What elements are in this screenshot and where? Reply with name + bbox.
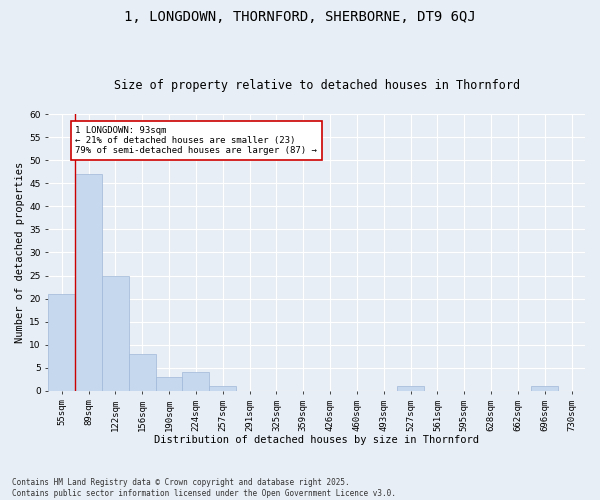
Bar xyxy=(532,386,558,391)
Text: 1, LONGDOWN, THORNFORD, SHERBORNE, DT9 6QJ: 1, LONGDOWN, THORNFORD, SHERBORNE, DT9 6… xyxy=(124,10,476,24)
Bar xyxy=(49,294,75,391)
Bar xyxy=(209,386,236,391)
Bar xyxy=(129,354,155,391)
Y-axis label: Number of detached properties: Number of detached properties xyxy=(15,162,25,343)
Bar xyxy=(102,276,129,391)
Title: Size of property relative to detached houses in Thornford: Size of property relative to detached ho… xyxy=(113,79,520,92)
Bar xyxy=(182,372,209,391)
Bar xyxy=(155,377,182,391)
X-axis label: Distribution of detached houses by size in Thornford: Distribution of detached houses by size … xyxy=(154,435,479,445)
Bar xyxy=(75,174,102,391)
Bar xyxy=(397,386,424,391)
Text: 1 LONGDOWN: 93sqm
← 21% of detached houses are smaller (23)
79% of semi-detached: 1 LONGDOWN: 93sqm ← 21% of detached hous… xyxy=(75,126,317,156)
Text: Contains HM Land Registry data © Crown copyright and database right 2025.
Contai: Contains HM Land Registry data © Crown c… xyxy=(12,478,396,498)
